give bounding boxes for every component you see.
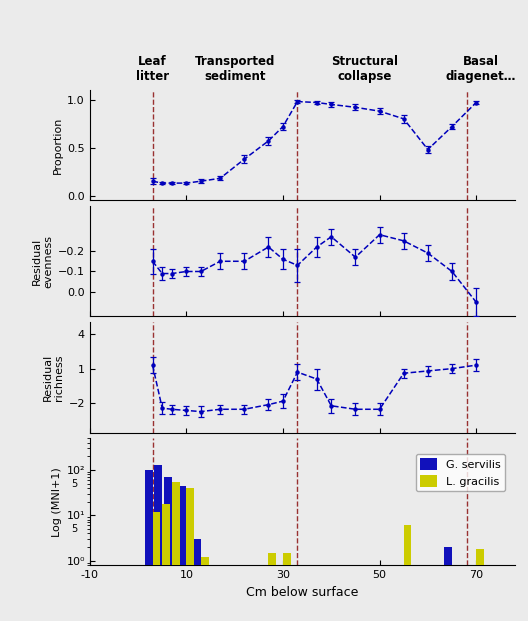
Bar bbox=[178, 486, 186, 621]
Y-axis label: Residual
evenness: Residual evenness bbox=[32, 235, 54, 288]
Bar bbox=[164, 477, 172, 621]
Bar bbox=[283, 553, 291, 621]
Bar bbox=[162, 504, 170, 621]
Text: 5: 5 bbox=[71, 524, 78, 534]
Text: 5: 5 bbox=[71, 479, 78, 489]
Text: Basal
diagenet…: Basal diagenet… bbox=[446, 55, 516, 83]
Bar bbox=[476, 549, 484, 621]
Bar bbox=[193, 539, 201, 621]
Y-axis label: Proportion: Proportion bbox=[53, 117, 63, 174]
Y-axis label: Log (MNI+1): Log (MNI+1) bbox=[52, 467, 62, 537]
Bar bbox=[155, 465, 162, 621]
Legend: G. servilis, L. gracilis: G. servilis, L. gracilis bbox=[416, 454, 505, 491]
Text: Structural
collapse: Structural collapse bbox=[332, 55, 399, 83]
Bar bbox=[145, 470, 153, 621]
Text: Leaf
litter: Leaf litter bbox=[136, 55, 169, 83]
Text: Transported
sediment: Transported sediment bbox=[194, 55, 275, 83]
Bar bbox=[444, 547, 452, 621]
X-axis label: Cm below surface: Cm below surface bbox=[246, 586, 359, 599]
Bar bbox=[268, 553, 276, 621]
Bar bbox=[186, 488, 194, 621]
Bar bbox=[153, 512, 161, 621]
Bar bbox=[201, 557, 209, 621]
Bar bbox=[172, 482, 180, 621]
Bar bbox=[404, 525, 411, 621]
Y-axis label: Residual
richness: Residual richness bbox=[43, 354, 64, 401]
